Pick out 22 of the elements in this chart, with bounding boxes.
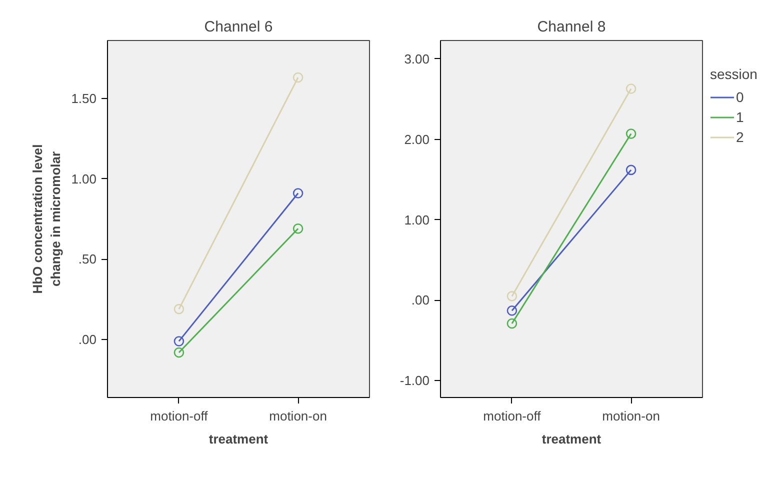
y-tick-label: 1.00 — [71, 171, 97, 186]
legend-label: 1 — [736, 109, 745, 125]
y-tick-label: .50 — [78, 252, 97, 267]
x-axis-title: treatment — [542, 432, 602, 446]
x-tick-label: motion-off — [150, 408, 208, 424]
x-tick-label: motion-off — [483, 408, 542, 424]
y-tick-label: 1.00 — [404, 212, 430, 228]
y-tick-label: 2.00 — [404, 132, 430, 147]
x-axis-title: treatment — [208, 432, 269, 446]
y-tick-label: .00 — [78, 332, 97, 348]
legend-label: 2 — [736, 129, 745, 145]
y-tick-label: -1.00 — [400, 373, 430, 388]
chart-title: Channel 6 — [204, 18, 273, 36]
chart-title: Channel 8 — [537, 18, 606, 36]
legend-title: session — [710, 66, 758, 82]
y-tick-label: 3.00 — [404, 51, 430, 66]
x-tick-label: motion-on — [602, 408, 660, 424]
y-tick-label: .00 — [411, 292, 430, 308]
y-axis-title: HbO concentration level change in micromolar — [30, 144, 64, 294]
x-tick-label: motion-on — [269, 408, 327, 424]
y-tick-label: 1.50 — [71, 90, 97, 106]
legend-label: 0 — [736, 89, 745, 105]
